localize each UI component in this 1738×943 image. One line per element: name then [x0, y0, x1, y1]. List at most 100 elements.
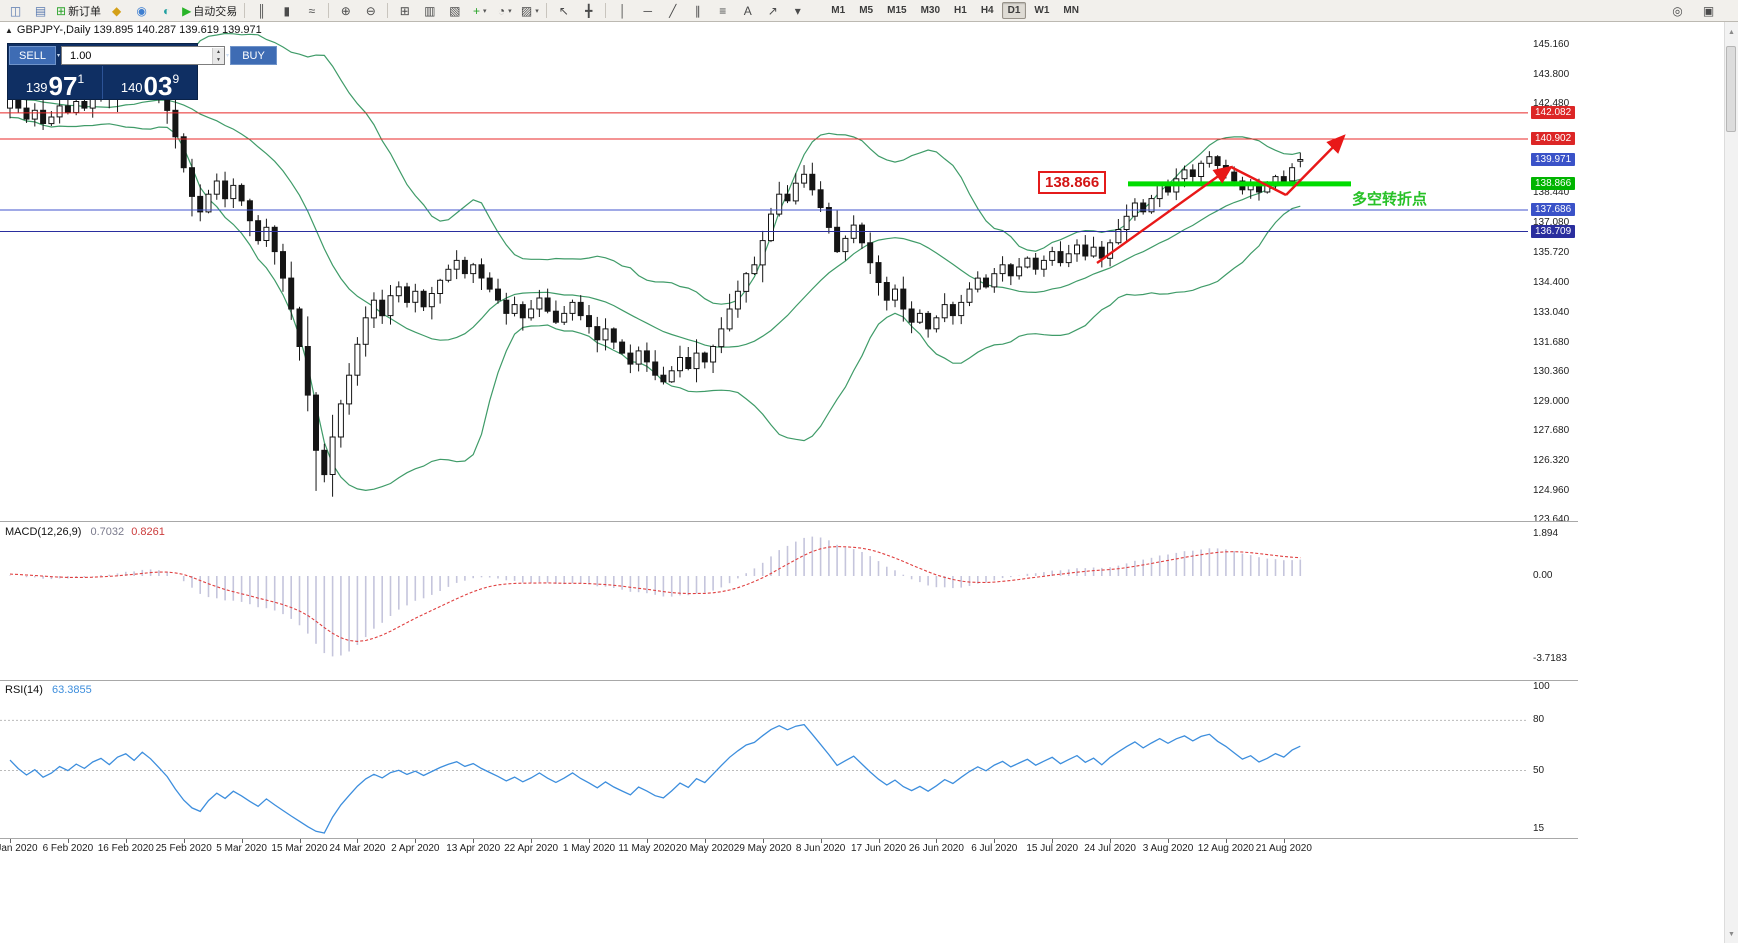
- new-chart-icon[interactable]: ◫: [4, 2, 27, 20]
- arrow-tool-icon[interactable]: ↗: [761, 2, 784, 20]
- new-order-button-label: 新订单: [68, 5, 102, 18]
- window-layout-icon[interactable]: ▣: [1702, 3, 1715, 18]
- scroll-up-icon[interactable]: ▲: [1728, 29, 1735, 36]
- trade-widget-prices: 139 97 1 140 03 9: [8, 66, 197, 99]
- line-chart-icon: ≈: [308, 3, 316, 18]
- ohlc-bars-icon[interactable]: ║: [250, 2, 273, 20]
- market-icon[interactable]: ◐: [155, 2, 178, 20]
- vertical-line-icon[interactable]: │: [611, 2, 634, 20]
- macd-axis-label: -3.7183: [1533, 652, 1567, 664]
- price-axis-label: 130.360: [1533, 365, 1570, 377]
- price-axis-label: 137.080: [1533, 217, 1570, 229]
- line-chart-icon[interactable]: ≈: [300, 2, 323, 20]
- period-selector-button[interactable]: ◔ ▾: [493, 2, 516, 20]
- trend-arrow[interactable]: [1096, 165, 1233, 264]
- timeframe-mn-button[interactable]: MN: [1063, 5, 1079, 16]
- scroll-down-icon[interactable]: ▼: [1728, 931, 1735, 938]
- lot-increase-button[interactable]: ▲: [213, 47, 225, 56]
- fibonacci-icon[interactable]: ≡: [711, 2, 734, 20]
- sell-button[interactable]: SELL: [9, 46, 56, 65]
- date-label: 2 Apr 2020: [391, 843, 440, 854]
- macd-value: 0.7032: [90, 526, 125, 538]
- toolbar-separator: [605, 3, 607, 18]
- crosshair-icon[interactable]: ╋: [577, 2, 600, 20]
- panel-separator[interactable]: [0, 521, 1578, 522]
- zoom-out-icon[interactable]: ⊖: [359, 2, 382, 20]
- lot-size-input[interactable]: [62, 49, 213, 62]
- zoom-in-icon[interactable]: ⊕: [334, 2, 357, 20]
- strategy-tester-icon[interactable]: ▧: [443, 2, 466, 20]
- turning-point-label[interactable]: 多空转折点: [1352, 191, 1428, 208]
- vertical-scrollbar[interactable]: ▲ ▼: [1724, 22, 1738, 943]
- text-tool-icon[interactable]: A: [736, 2, 759, 20]
- lot-decrease-button[interactable]: ▼: [213, 55, 225, 64]
- lot-size-field: ▲ ▼: [61, 46, 226, 65]
- trend-arrow[interactable]: [1285, 134, 1346, 196]
- add-indicator-button-icon: +: [473, 3, 481, 18]
- toolbar: ◫ ▤ ⊞ 新订单 ◆ ◉ ◐ ▶ 自动交易 ║ ▮ ≈ ⊕ ⊖ ⊞ ▥ ▧ + ▾ ◔ ▾ ▨ ▾ ↖ ╋ │ ─ ╱ ∥ ≡ A ↗ ▾ M…: [0, 0, 1738, 22]
- toolbar-separator: [328, 3, 330, 18]
- macd-histogram: [9, 536, 1302, 657]
- timeframe-m30-button[interactable]: M30: [920, 5, 941, 16]
- scrollbar-thumb[interactable]: [1726, 46, 1736, 132]
- new-chart-icon: ◫: [9, 3, 22, 18]
- buy-button[interactable]: BUY: [230, 46, 278, 65]
- horizontal-line-objects[interactable]: [0, 112, 1528, 232]
- price-axis-label: 135.720: [1533, 247, 1570, 259]
- support-price-callout[interactable]: 138.866: [1038, 171, 1107, 194]
- date-label: 11 May 2020: [618, 843, 676, 854]
- date-label: 17 Jun 2020: [850, 843, 907, 854]
- data-window-icon[interactable]: ▥: [418, 2, 441, 20]
- search-icon[interactable]: ◎: [1672, 3, 1683, 18]
- panel-separator[interactable]: [0, 680, 1578, 681]
- cursor-icon[interactable]: ↖: [552, 2, 575, 20]
- date-label: 24 Mar 2020: [329, 843, 386, 854]
- price-axis-label: 133.040: [1533, 306, 1570, 318]
- date-label: 16 Feb 2020: [97, 843, 154, 854]
- time-axis-tick: [704, 839, 706, 843]
- community-icon[interactable]: ◉: [130, 2, 153, 20]
- sell-price-main: 139: [25, 80, 48, 95]
- collapse-trade-panel-icon[interactable]: ▲: [5, 25, 13, 35]
- rsi-line: [9, 723, 1301, 834]
- shapes-caret-icon[interactable]: ▾: [786, 2, 809, 20]
- candlestick-chart-icon[interactable]: ▮: [275, 2, 298, 20]
- time-axis-tick: [1110, 839, 1112, 843]
- timeframe-h1-button[interactable]: H1: [954, 5, 967, 16]
- sell-options-caret-icon[interactable]: ▾: [57, 53, 61, 59]
- timeframe-w1-button[interactable]: W1: [1034, 5, 1050, 16]
- price-axis-label: 143.800: [1533, 69, 1570, 81]
- timeframe-h4-button[interactable]: H4: [980, 5, 994, 16]
- timeframe-m1-button[interactable]: M1: [831, 5, 846, 16]
- mql5-icon[interactable]: ◆: [105, 2, 128, 20]
- data-window-icon: ▥: [424, 3, 436, 18]
- horizontal-line-icon[interactable]: ─: [636, 2, 659, 20]
- macd-panel-canvas: [9, 536, 1302, 657]
- price-badge-136709: 136.709: [1531, 224, 1576, 238]
- new-order-button[interactable]: ⊞ 新订单: [54, 2, 103, 20]
- trendline-icon[interactable]: ╱: [661, 2, 684, 20]
- autotrading-button[interactable]: ▶ 自动交易: [180, 2, 239, 20]
- template-button[interactable]: ▨ ▾: [518, 2, 541, 20]
- time-axis-tick: [183, 839, 185, 843]
- trend-arrows[interactable]: [1096, 134, 1346, 264]
- tile-windows-icon[interactable]: ⊞: [393, 2, 416, 20]
- time-axis-tick: [473, 839, 475, 843]
- timeframe-m15-button[interactable]: M15: [887, 5, 907, 16]
- time-axis-tick: [299, 839, 301, 843]
- add-indicator-button[interactable]: + ▾: [468, 2, 491, 20]
- date-label: 1 May 2020: [562, 843, 616, 854]
- trend-arrow[interactable]: [1230, 165, 1287, 197]
- buy-price-display[interactable]: 140 03 9: [102, 66, 197, 99]
- time-axis-tick: [125, 839, 127, 843]
- profiles-icon[interactable]: ▤: [29, 2, 52, 20]
- candlestick-series: [7, 62, 1304, 497]
- sell-price-sup: 1: [77, 72, 85, 86]
- timeframe-d1-button[interactable]: D1: [1001, 2, 1027, 19]
- sell-price-display[interactable]: 139 97 1: [8, 66, 102, 99]
- timeframe-m5-button[interactable]: M5: [859, 5, 874, 16]
- buy-options-caret-icon[interactable]: ▾: [226, 53, 230, 59]
- channel-icon[interactable]: ∥: [686, 2, 709, 20]
- trendline-icon: ╱: [669, 3, 677, 18]
